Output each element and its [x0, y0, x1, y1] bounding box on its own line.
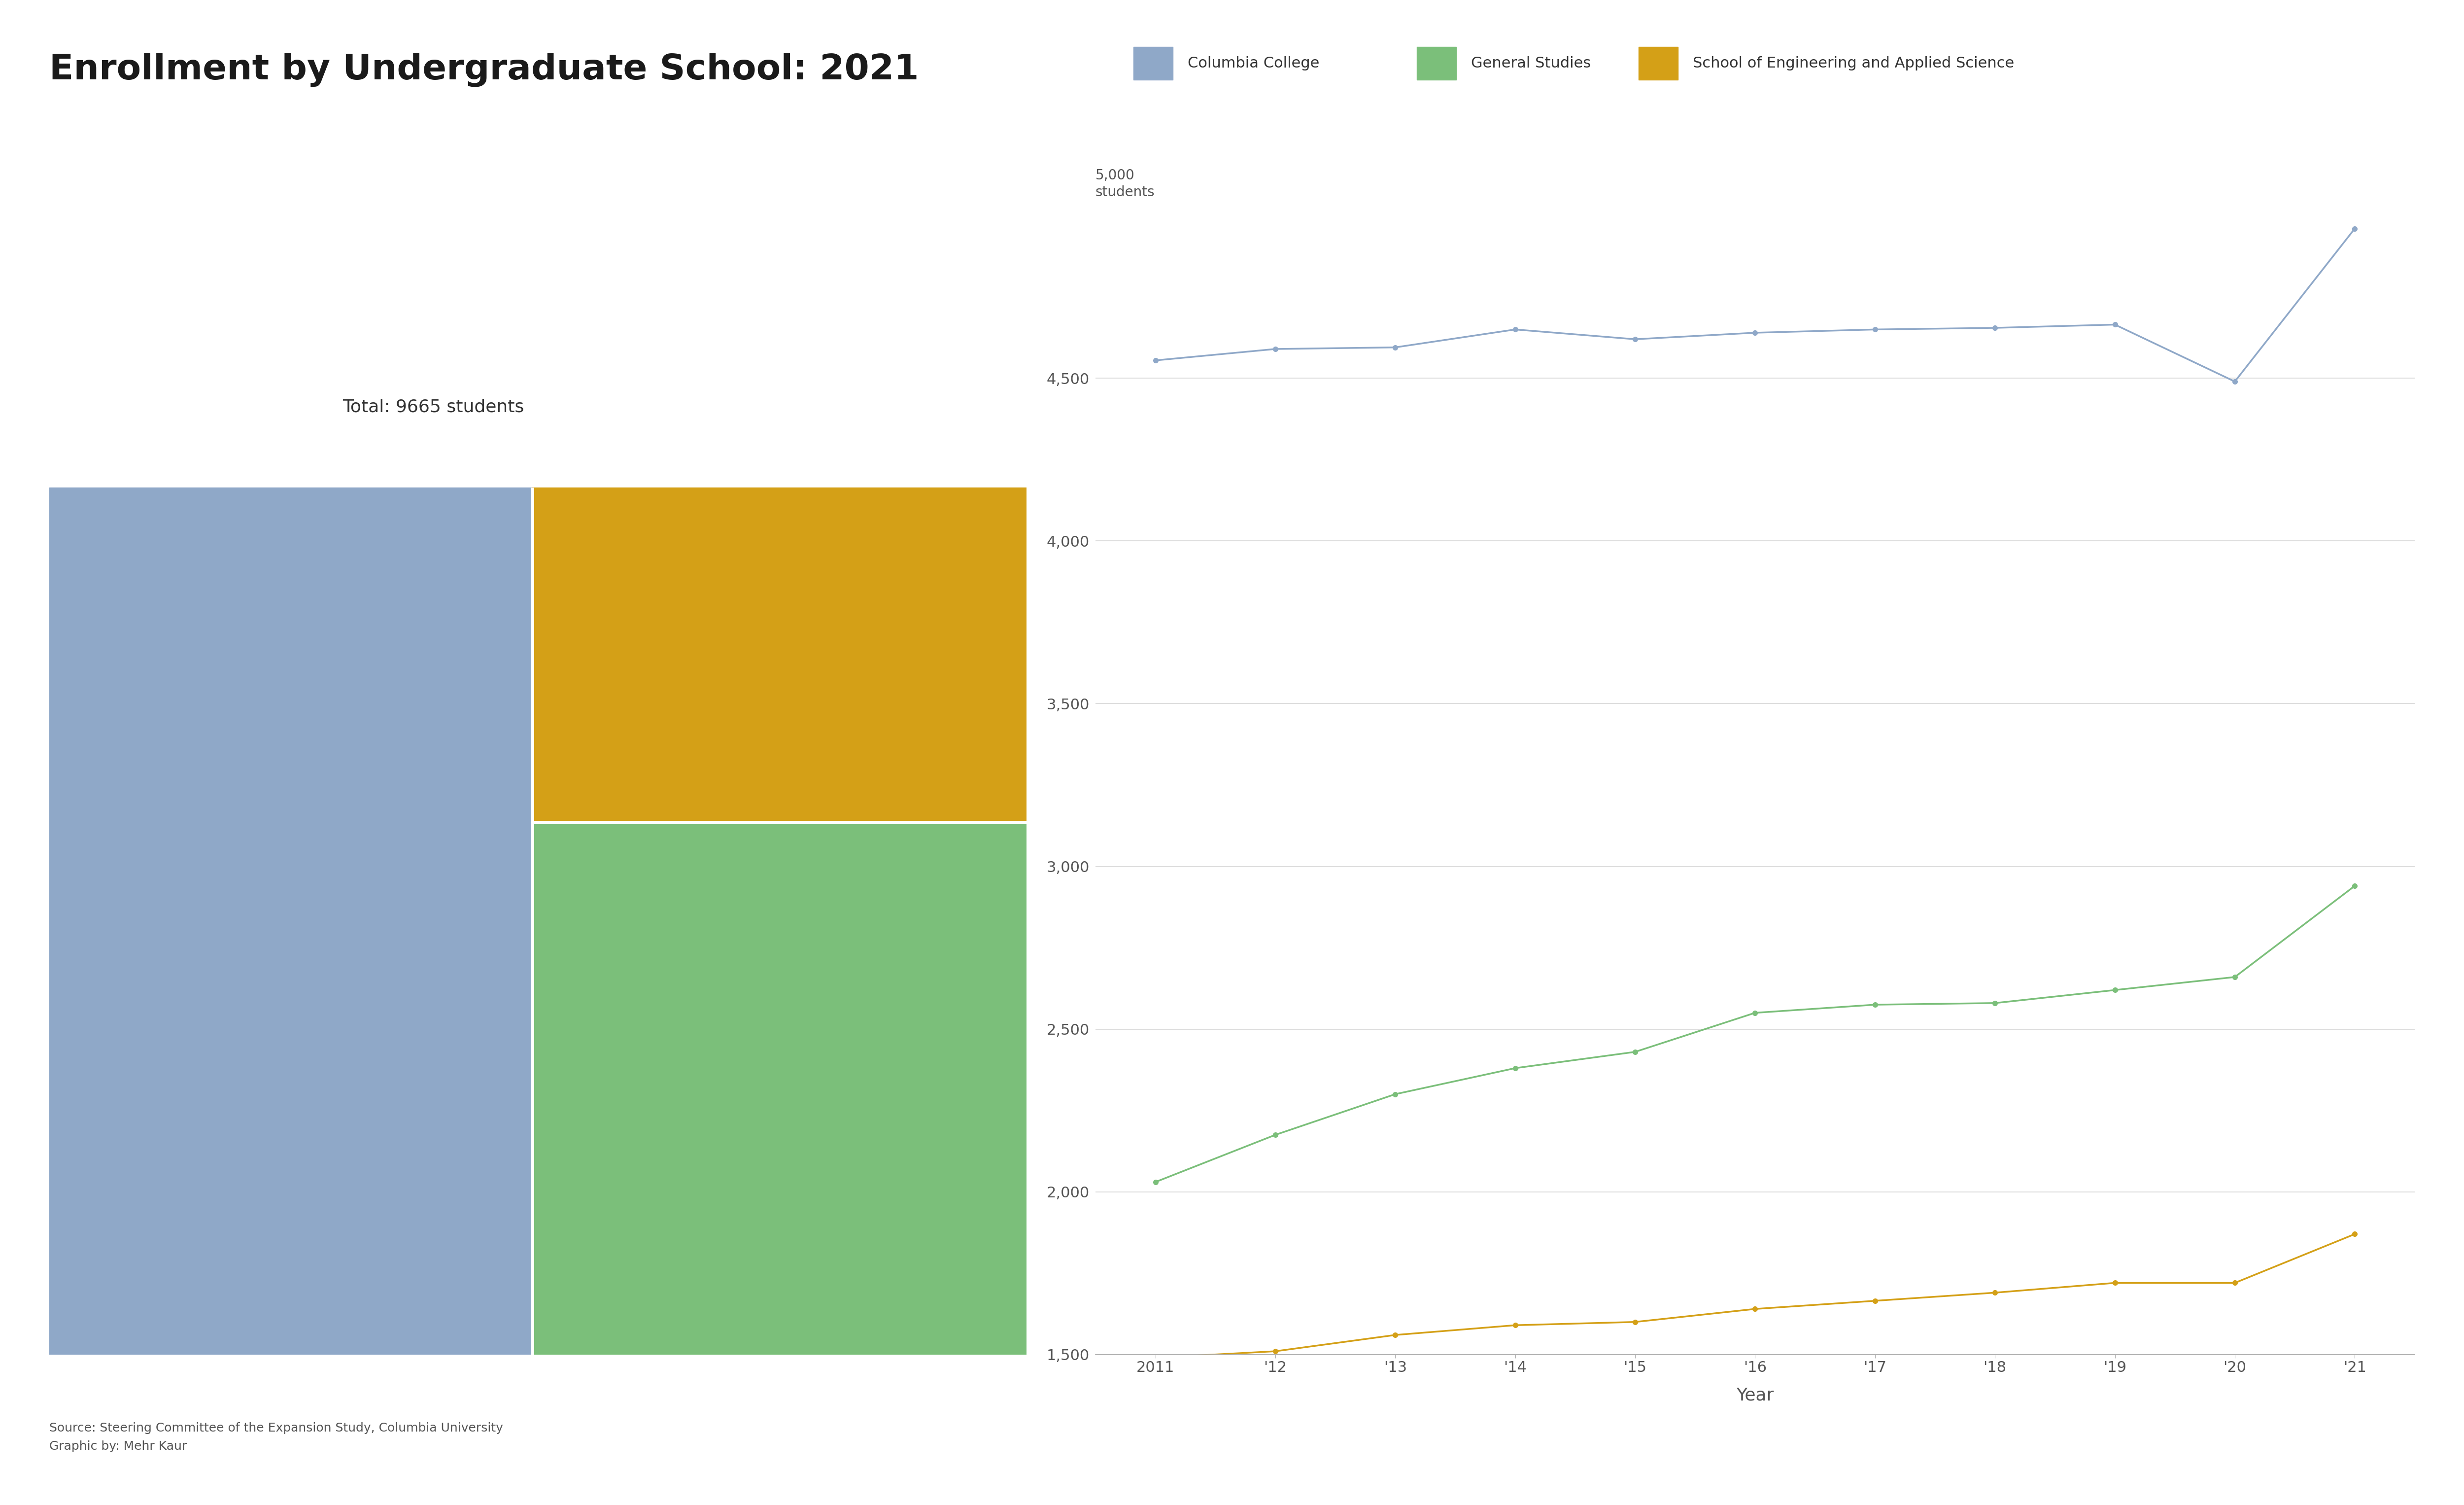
FancyBboxPatch shape — [49, 488, 532, 1355]
Text: Total: 9665 students: Total: 9665 students — [342, 399, 525, 415]
FancyBboxPatch shape — [532, 822, 1027, 1354]
Text: Enrollment by Undergraduate School: 2021: Enrollment by Undergraduate School: 2021 — [49, 53, 919, 87]
Text: General Studies: General Studies — [1471, 56, 1592, 71]
Text: Source: Steering Committee of the Expansion Study, Columbia University
Graphic b: Source: Steering Committee of the Expans… — [49, 1422, 503, 1452]
X-axis label: Year: Year — [1737, 1388, 1774, 1404]
Text: Columbia College: Columbia College — [1188, 56, 1318, 71]
Text: School of Engineering and Applied Science: School of Engineering and Applied Scienc… — [1693, 56, 2013, 71]
FancyBboxPatch shape — [532, 488, 1027, 822]
Text: 5,000
students: 5,000 students — [1096, 169, 1156, 199]
